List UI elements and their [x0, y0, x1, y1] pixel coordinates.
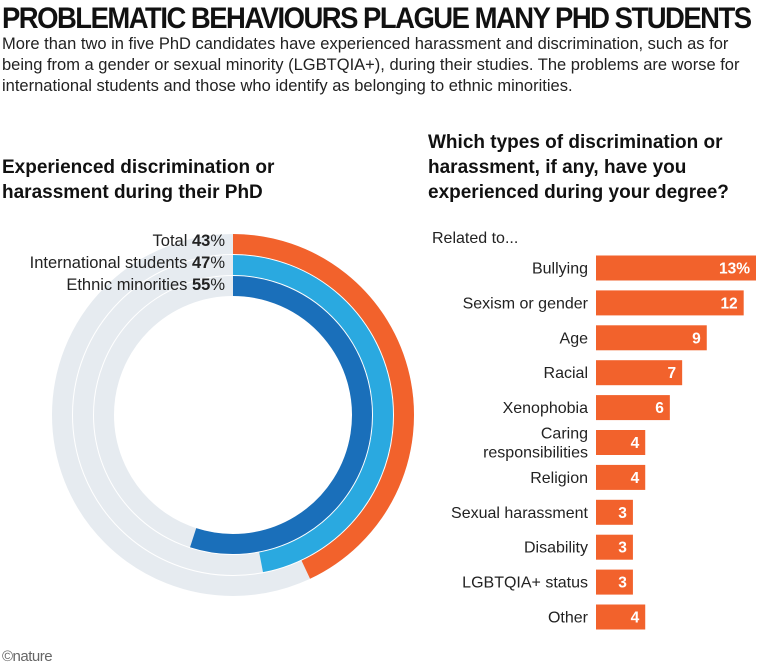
bar-value-label: 12 — [720, 295, 737, 312]
bar — [596, 430, 646, 455]
bar-value-label: 4 — [631, 610, 640, 627]
bar — [596, 569, 633, 595]
bar-category-label: Racial — [544, 365, 588, 382]
bar-value-label: 3 — [618, 575, 627, 592]
bar-category-label: Religion — [530, 470, 588, 487]
bar-chart-title: Which types of discrimination or harassm… — [428, 132, 729, 203]
page-title: PROBLEMATIC BEHAVIOURS PLAGUE MANY PHD S… — [2, 2, 752, 35]
bar-value-label: 3 — [618, 540, 627, 557]
standfirst: More than two in five PhD candidates hav… — [2, 35, 740, 95]
bar-value-label: 3 — [618, 505, 627, 522]
bar-category-label: Caring responsibilities — [483, 426, 588, 462]
nature-credit: ©nature — [2, 648, 53, 665]
donut-chart-title: Experienced discrimination or harassment… — [2, 157, 275, 203]
bar-category-label: Sexual harassment — [451, 505, 589, 522]
bar-value-label: 9 — [692, 330, 701, 347]
bar-category-label: Age — [560, 330, 589, 347]
bar-category-label: Disability — [524, 540, 588, 557]
bar-value-label: 13% — [719, 261, 750, 278]
bar — [596, 604, 646, 630]
donut-label-3: Ethnic minorities 55% — [66, 276, 225, 294]
donut-arc-2 — [232, 255, 393, 573]
bar-value-label: 4 — [631, 435, 640, 452]
donut-arc-3 — [190, 276, 372, 554]
bar-category-label: Xenophobia — [503, 400, 589, 417]
donut-label-2: International students 47% — [30, 254, 226, 272]
bar-category-label: Sexism or gender — [463, 295, 589, 312]
bar — [596, 325, 707, 351]
bar — [596, 255, 756, 281]
bar-category-label: LGBTQIA+ status — [462, 575, 588, 592]
bar — [596, 360, 683, 386]
bar-value-label: 6 — [655, 400, 664, 417]
bar — [596, 395, 670, 421]
bar-category-label: Bullying — [532, 261, 588, 278]
bar-value-label: 4 — [631, 470, 640, 487]
bar — [596, 534, 633, 560]
bar — [596, 499, 633, 525]
bar — [596, 290, 744, 316]
bar-chart-subtitle: Related to... — [432, 230, 519, 247]
bar — [596, 464, 646, 490]
donut-arc-1 — [232, 234, 414, 579]
bar-category-label: Other — [548, 610, 589, 627]
bar-value-label: 7 — [668, 365, 677, 382]
donut-label-1: Total 43% — [153, 232, 226, 250]
